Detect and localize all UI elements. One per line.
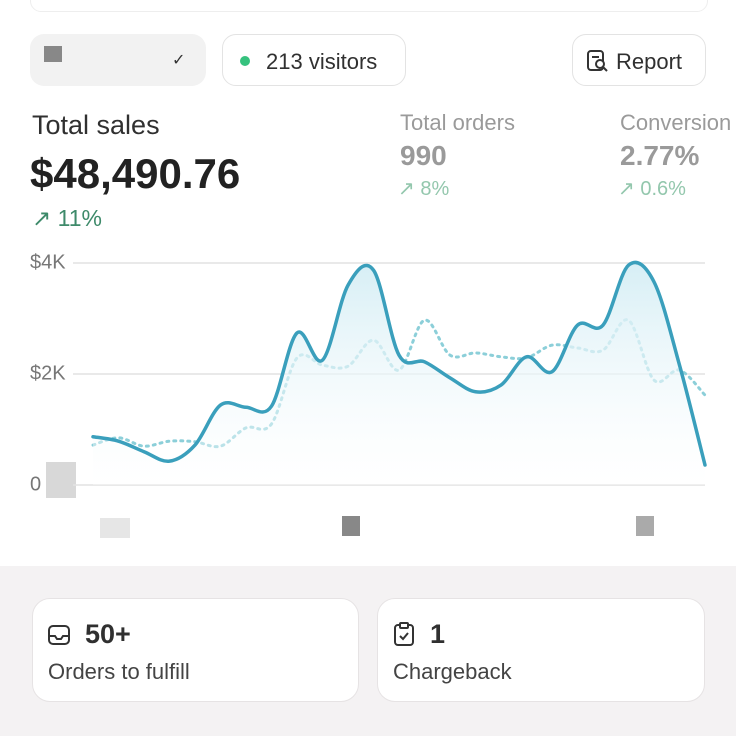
change-text: 11% [57, 205, 102, 231]
blur [100, 518, 130, 538]
card-value: 1 [430, 619, 446, 649]
metric-value: 2.77% [620, 140, 700, 171]
y-tick-label: $4K [30, 251, 66, 273]
metric-value: 990 [400, 140, 447, 171]
metric-label: Conversion [620, 110, 732, 135]
inbox-icon [48, 625, 70, 645]
area [93, 262, 705, 485]
metric-label: Total sales [32, 110, 160, 140]
blur [636, 516, 654, 536]
chargeback-card[interactable]: 1 Chargeback [377, 598, 705, 702]
check-icon: ✓ [172, 52, 186, 69]
metric-label: Total orders [400, 110, 515, 135]
card-label: Orders to fulfill [48, 659, 190, 684]
blur [342, 516, 360, 536]
metric-change: ↗ 0.6% [618, 178, 686, 200]
y-tick-label: $2K [30, 362, 66, 384]
clipboard-icon [394, 622, 414, 646]
metric-value: $48,490.76 [30, 150, 241, 197]
card-value: 50+ [85, 619, 131, 649]
series-line [91, 260, 707, 467]
live-dot [240, 56, 250, 66]
store-selector[interactable]: ✓ [30, 34, 206, 86]
blur [44, 46, 62, 62]
report-button[interactable]: Report [572, 34, 706, 86]
blur [46, 462, 76, 498]
card-label: Chargeback [393, 659, 512, 684]
top-bar [30, 0, 708, 12]
metric-change: ↗ 8% [398, 178, 450, 200]
visitors-text: 213 visitors [266, 49, 378, 74]
report-icon [587, 50, 608, 72]
visitors-pill[interactable]: 213 visitors [222, 34, 406, 86]
orders-card[interactable]: 50+ Orders to fulfill [32, 598, 359, 702]
y-tick-label: 0 [30, 473, 41, 495]
report-text: Report [616, 49, 683, 74]
change-text: 0.6% [640, 178, 686, 200]
metric-change: ↗ 11% [32, 205, 102, 231]
chart: 0 $2K $4K [30, 251, 707, 538]
bottom-section: 50+ Orders to fulfill 1 Chargeback [0, 566, 736, 736]
change-text: 8% [420, 178, 450, 200]
